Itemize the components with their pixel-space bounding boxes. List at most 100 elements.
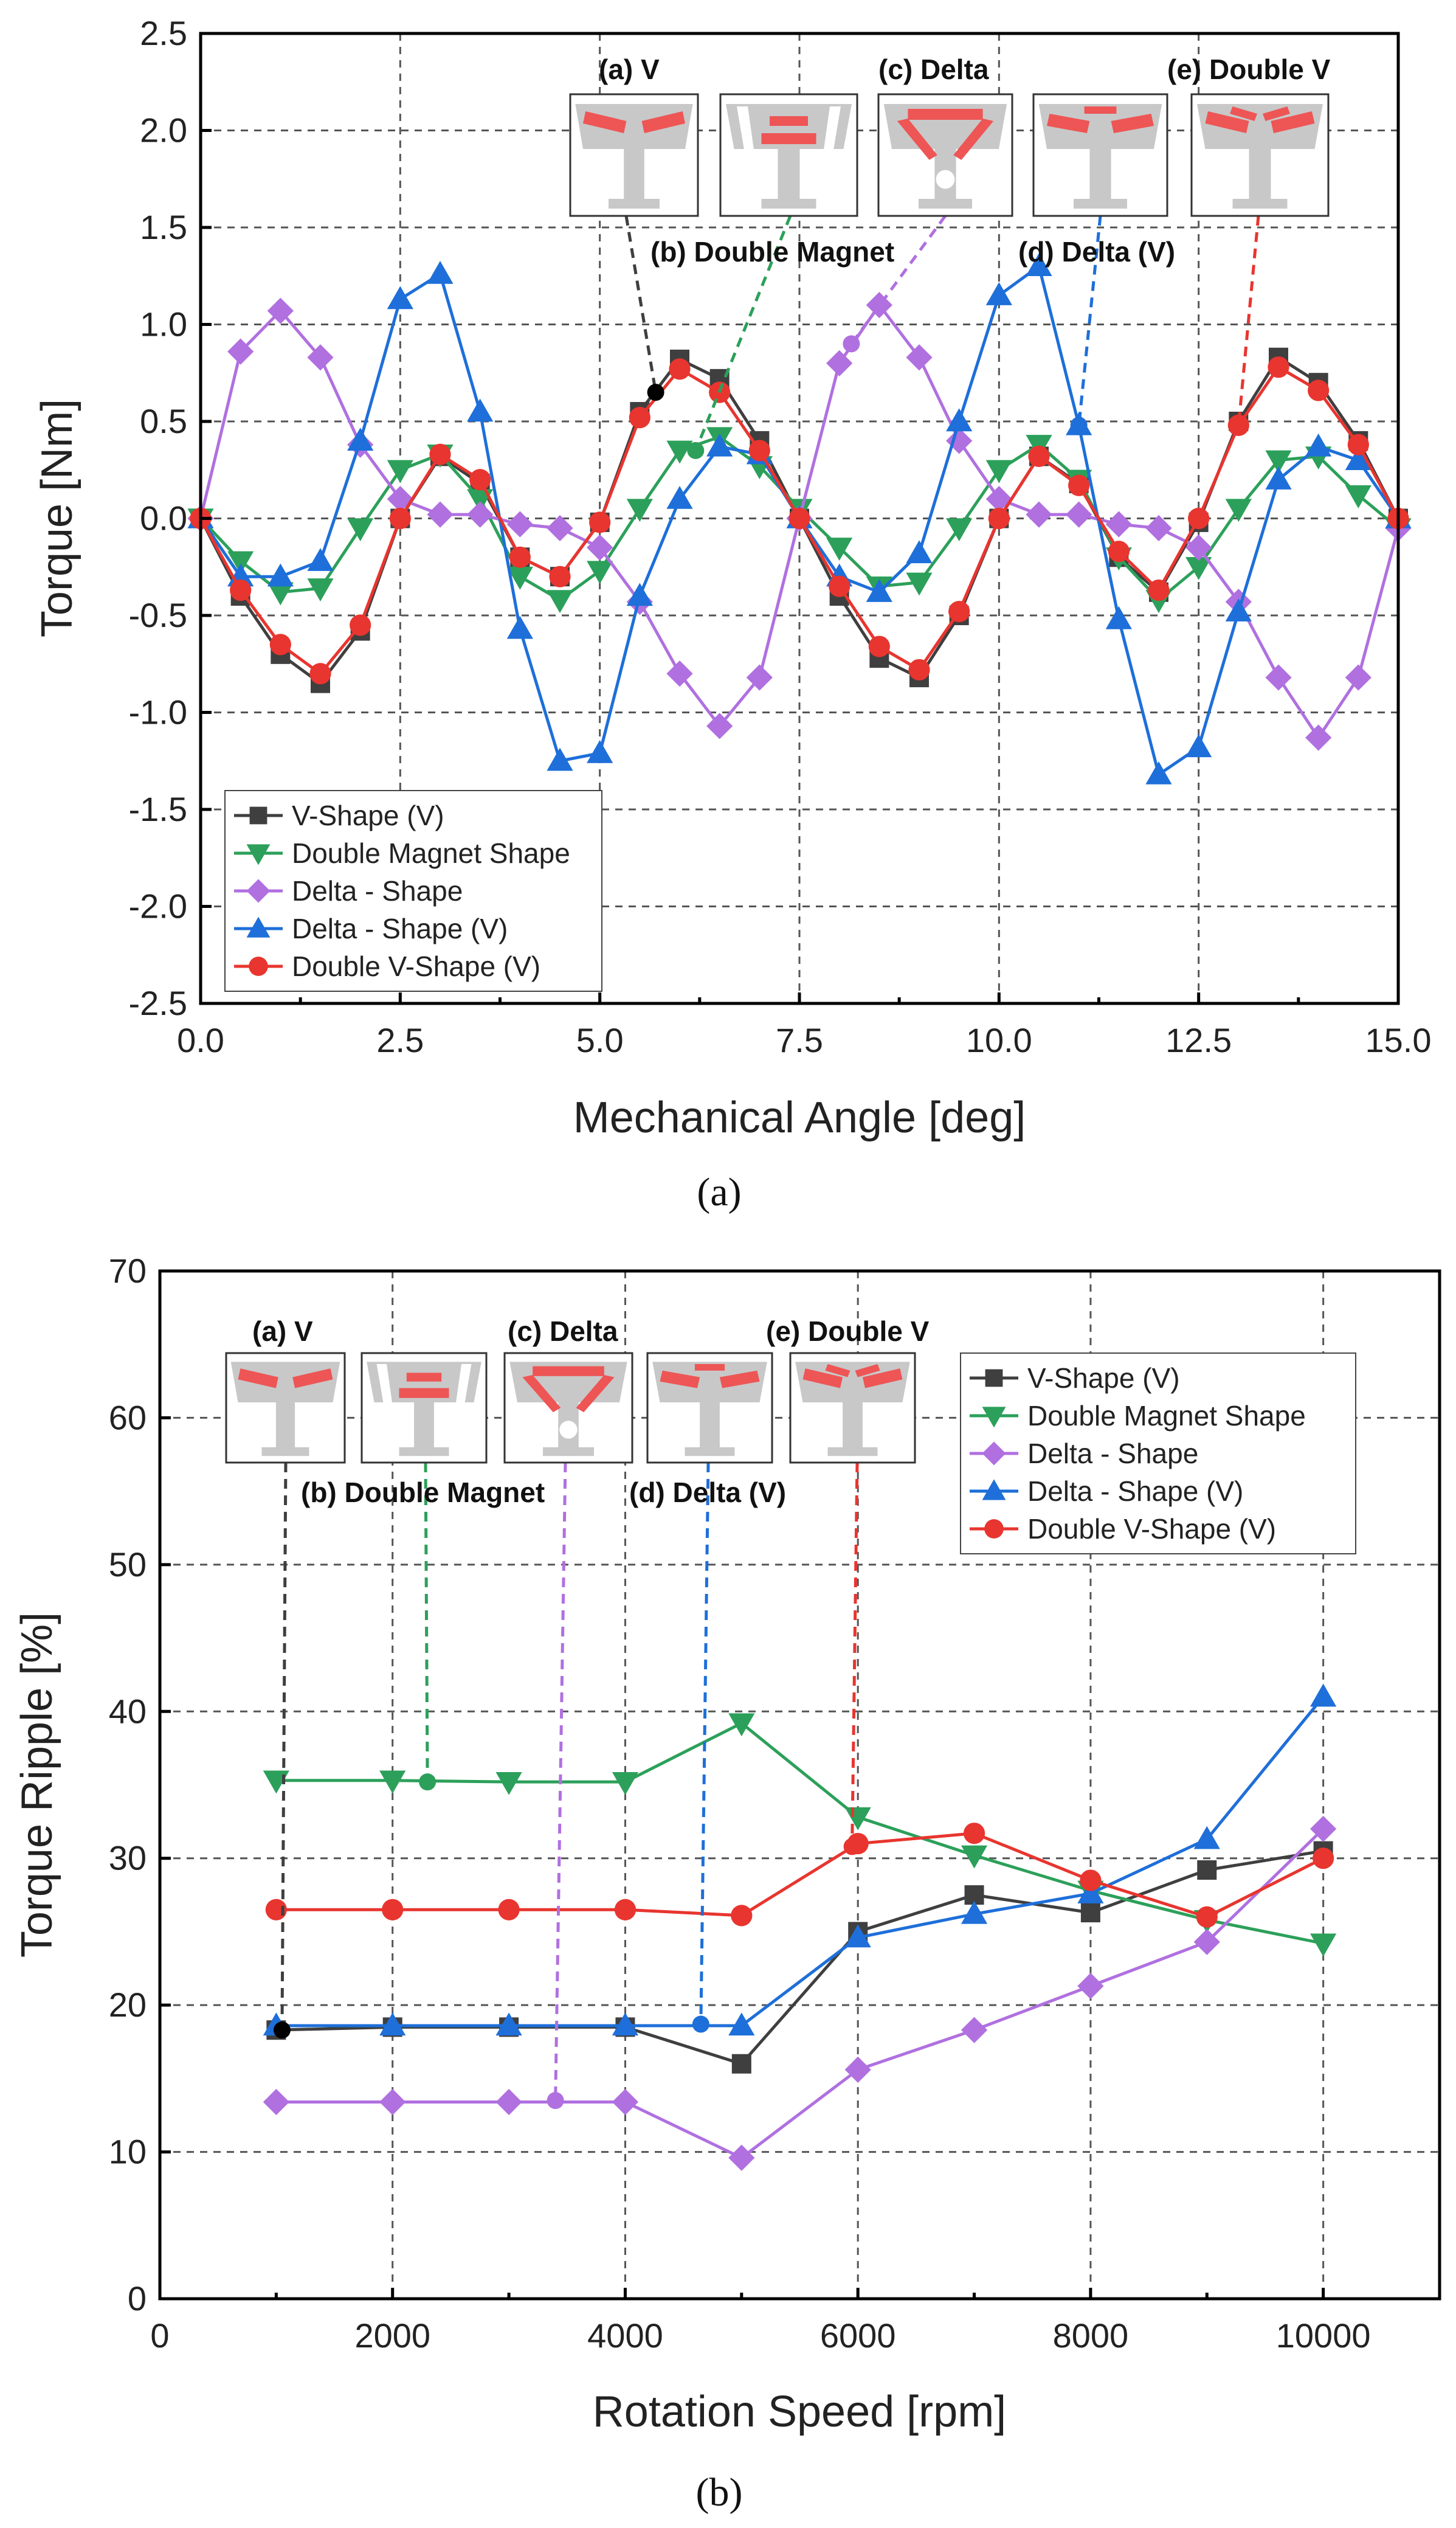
data-point-delta-shape-v [587, 739, 613, 763]
y-tick-label: 0 [128, 2279, 147, 2318]
data-point-delta-shape [1305, 724, 1332, 751]
rotor-v-rotor-base [261, 1447, 309, 1456]
data-point-double-magnet-shape [307, 578, 334, 601]
leader-line-delta-shape-v [1077, 215, 1102, 426]
rotor-deltav-magnet [1084, 106, 1117, 114]
chart-b-legend: V-Shape (V) Double Magnet Shape Delta - Sh… [960, 1352, 1356, 1554]
data-point-double-v-shape-v [309, 663, 331, 685]
data-point-delta-shape-v [506, 615, 533, 639]
rotor-double-rotor-stem [778, 145, 800, 206]
caption-b: (b) [696, 2470, 743, 2515]
data-point-delta-shape-v [1305, 433, 1332, 457]
rotor-deltav-rotor-base [685, 1447, 735, 1456]
data-point-delta-shape [826, 350, 853, 376]
data-point-delta-shape-v [626, 583, 653, 606]
legend-swatch-marker [249, 957, 268, 976]
x-tick-label: 7.5 [776, 1021, 823, 1059]
data-point-double-v-shape-v [230, 579, 252, 601]
data-point-double-v-shape-v [988, 507, 1010, 530]
rotor-v-rotor-core [575, 104, 693, 149]
annotation-point-delta-shape [843, 335, 860, 353]
annotation-point-delta-shape-v [1070, 417, 1088, 434]
rotor-deltav-label: (d) Delta (V) [629, 1477, 786, 1508]
rotor-deltav-magnet [1047, 114, 1090, 133]
data-point-delta-shape-v [1105, 606, 1132, 629]
data-point-delta-shape [1026, 501, 1052, 528]
x-tick-label: 2.5 [376, 1021, 424, 1059]
data-point-delta-shape-v [1077, 1880, 1104, 1903]
rotor-deltav-rotor-core [652, 1362, 767, 1402]
data-point-double-v-shape-v [1148, 579, 1170, 601]
rotor-doublev-rotor-core [795, 1362, 910, 1402]
legend-swatch-marker [984, 1519, 1004, 1539]
rotor-delta-magnet [953, 119, 994, 160]
chart-b-y-ticks: 0 10 20 30 40 50 60 70 [109, 1252, 171, 2318]
leader-line-double-v-shape-v [1237, 215, 1260, 426]
rotor-delta-thumbnail [503, 1352, 633, 1464]
chart-b-torque-ripple: (a) V (b) Double Magnet (c) Delta (d) Delta… [13, 1252, 1441, 2515]
y-tick-label: 2.0 [140, 111, 187, 150]
data-point-double-magnet-shape [227, 551, 254, 575]
chart-a-y-axis-label: Torque [Nm] [33, 399, 81, 637]
x-tick-label: 0.0 [177, 1021, 224, 1059]
data-point-double-v-shape-v [1268, 356, 1289, 378]
leader-line-double-magnet-shape [424, 1462, 429, 1782]
data-point-delta-shape-v [946, 408, 973, 432]
data-point-delta-shape-v [666, 486, 693, 509]
chart-a-torque: (a) V (b) Double Magnet (c) Delta (d) Delta… [33, 14, 1432, 1214]
y-tick-label: -2.0 [129, 887, 188, 926]
rotor-delta-rotor-base [543, 1447, 594, 1456]
legend-entry-v-shape-v: V-Shape (V) [1027, 1362, 1180, 1394]
chart-b-rotor-thumbnails: (a) V (b) Double Magnet (c) Delta (d) Delta… [225, 1315, 930, 1508]
data-point-double-magnet-shape [1345, 485, 1371, 508]
rotor-double-magnet [761, 133, 816, 144]
leader-line-double-magnet-shape [694, 215, 792, 451]
chart-b-x-ticks: 0 2000 4000 6000 8000 10000 [150, 2288, 1441, 2355]
data-point-delta-shape-v [1026, 253, 1052, 276]
data-point-delta-shape-v [1345, 447, 1371, 470]
rotor-delta-magnet [533, 1366, 604, 1376]
data-point-delta-shape [587, 534, 613, 561]
rotor-doublev-magnet [825, 1364, 850, 1377]
rotor-double-slot [737, 106, 762, 204]
data-point-double-v-shape-v [350, 614, 371, 636]
data-point-delta-shape [547, 514, 573, 542]
legend-swatch-marker [246, 879, 271, 903]
data-point-delta-shape [263, 2088, 289, 2116]
y-tick-label: 70 [109, 1252, 147, 1290]
chart-a-legend: V-Shape (V) Double Magnet Shape Delta - Sh… [224, 790, 602, 992]
series-line-delta-shape [276, 1827, 1325, 2159]
x-tick-label: 15.0 [1365, 1021, 1432, 1059]
data-point-double-v-shape-v [1080, 1869, 1102, 1891]
rotor-v-thumbnail [225, 1352, 346, 1464]
rotor-double-thumbnail [719, 93, 858, 217]
rotor-double-rotor-core [726, 104, 852, 149]
y-tick-label: -1.0 [129, 693, 188, 732]
chart-a-x-axis-label: Mechanical Angle [deg] [573, 1093, 1026, 1142]
data-point-double-v-shape-v [1028, 445, 1050, 468]
rotor-double-slot [376, 1364, 399, 1452]
legend-entry-delta-shape-v: Delta - Shape (V) [1027, 1475, 1243, 1507]
data-point-double-v-shape-v [629, 407, 650, 429]
data-point-delta-shape [1310, 1815, 1337, 1843]
rotor-v-rotor-core [230, 1362, 340, 1402]
rotor-v-magnet [583, 111, 627, 133]
data-point-double-magnet-shape [379, 1770, 406, 1794]
data-point-delta-shape-v [961, 1900, 988, 1924]
data-point-double-v-shape-v [469, 469, 491, 491]
x-tick-label: 6000 [820, 2316, 896, 2355]
data-point-delta-shape-v [467, 398, 494, 422]
data-point-double-magnet-shape [1225, 499, 1252, 522]
chart-b-plot-frame [158, 1269, 1441, 2301]
rotor-v-magnet [292, 1368, 333, 1388]
leader-line-delta-shape [554, 1462, 567, 2101]
chart-b-y-axis-label: Torque Ripple [%] [13, 1612, 61, 1958]
data-point-double-v-shape-v [1188, 507, 1210, 530]
data-point-double-v-shape-v [948, 601, 970, 623]
legend-swatch-marker [982, 1407, 1006, 1428]
rotor-delta-hole [936, 170, 955, 189]
rotor-double-rotor-base [399, 1447, 449, 1456]
rotor-delta-label: (c) Delta [878, 54, 989, 85]
rotor-doublev-magnet [855, 1364, 880, 1377]
data-point-double-magnet-shape [946, 518, 973, 542]
